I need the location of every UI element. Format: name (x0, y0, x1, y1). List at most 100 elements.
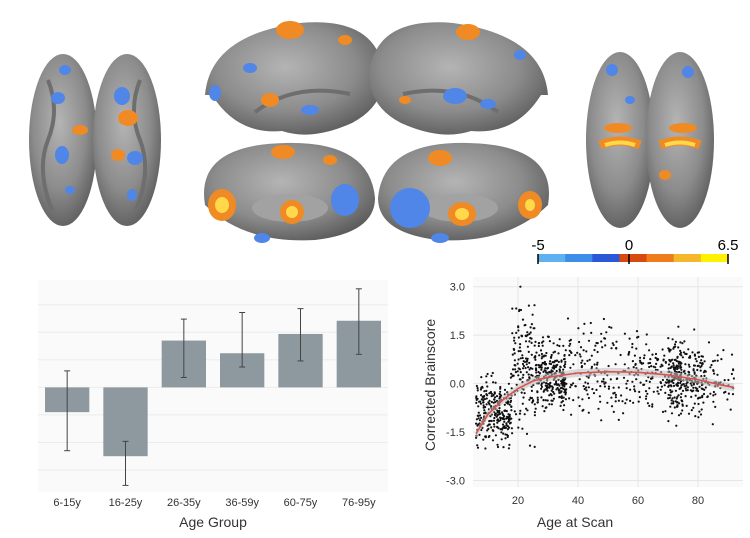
scatter-point (551, 386, 554, 389)
scatter-point (522, 364, 525, 368)
scatter-point (626, 379, 629, 382)
scatter-point (703, 360, 706, 363)
scatter-point (731, 393, 735, 396)
scatter-point (533, 403, 536, 406)
scatter-point (494, 381, 497, 384)
scatter-point (481, 395, 484, 398)
scatter-point (639, 381, 642, 384)
scatter-point (486, 429, 489, 432)
scatter-point (518, 412, 522, 415)
scatter-point (555, 359, 558, 362)
scatter-point (679, 412, 683, 415)
scatter-point (559, 366, 562, 369)
colorbar: -5 0 6.5 (531, 237, 738, 264)
scatter-point (693, 328, 696, 331)
scatter-point (680, 392, 683, 395)
scatter-point (521, 362, 525, 366)
scatter-point (727, 392, 730, 395)
scatter-point (502, 425, 505, 428)
scatter-point (610, 405, 614, 408)
scatter-point (496, 445, 500, 449)
scatter-point (560, 360, 563, 363)
scatter-point (694, 394, 697, 397)
scatter-point (711, 423, 714, 426)
scatter-point (521, 376, 524, 379)
scatter-point (639, 356, 642, 359)
scatter-point (703, 374, 706, 377)
scatter-point (487, 423, 490, 426)
scatter-point (669, 389, 672, 392)
scatter-point (558, 368, 561, 371)
scatter-point (522, 367, 525, 370)
brain-left-medial-view (204, 142, 375, 243)
scatter-point (620, 394, 623, 397)
scatter-point (692, 368, 695, 371)
scatter-point (632, 401, 635, 404)
scatter-point (570, 383, 573, 386)
scatter-point (526, 357, 529, 360)
scatter-point (716, 373, 719, 376)
scatter-point (475, 401, 478, 404)
scatter-point (675, 397, 678, 400)
scatter-point (669, 384, 672, 387)
scatter-point (644, 397, 648, 400)
scatter-point (633, 354, 636, 357)
scatter-point (628, 350, 631, 354)
scatter-point (694, 357, 697, 360)
scatter-point (519, 350, 522, 353)
scatter-point (587, 411, 590, 414)
scatter-point (536, 390, 539, 393)
scatter-point (712, 390, 715, 394)
brain-right-medial-view (378, 142, 549, 243)
scatter-point (507, 413, 510, 416)
scatter-point (551, 387, 554, 391)
scatter-point (673, 343, 677, 346)
scatter-point (656, 386, 659, 389)
scatter-point (533, 414, 536, 417)
scatter-point (480, 386, 483, 389)
scatter-point (564, 398, 567, 401)
scatter-point (522, 373, 525, 376)
scatter-point (562, 344, 565, 347)
scatter-point (673, 396, 676, 399)
scatter-point (700, 362, 703, 365)
scatter-plot-ytick-label: 3.0 (450, 282, 465, 294)
scatter-point (612, 386, 615, 389)
scatter-point (690, 409, 693, 412)
scatter-point (669, 405, 672, 408)
scatter-point (667, 420, 670, 423)
scatter-point (668, 358, 671, 362)
scatter-point (710, 363, 713, 367)
scatter-point (502, 432, 505, 435)
scatter-point (694, 386, 697, 389)
scatter-point (552, 390, 555, 394)
scatter-point (502, 414, 505, 417)
scatter-point (540, 396, 543, 399)
scatter-point (496, 443, 499, 446)
scatter-point (631, 346, 634, 349)
colorbar-swatch (673, 254, 702, 262)
scatter-point (494, 434, 497, 437)
bar-chart-xlabel: Age Group (179, 514, 247, 530)
scatter-point (548, 340, 551, 343)
scatter-point (479, 400, 482, 403)
scatter-point (672, 384, 676, 387)
scatter-point (649, 358, 652, 361)
scatter-plot-xtick-label: 60 (632, 495, 644, 507)
scatter-point (559, 404, 562, 407)
scatter-point (707, 341, 711, 344)
scatter-point (505, 422, 508, 425)
bar-chart-tick-label: 16-25y (109, 497, 143, 509)
scatter-point (523, 413, 526, 416)
scatter-point (684, 387, 687, 390)
scatter-point (564, 360, 567, 363)
scatter-point (484, 447, 487, 450)
scatter-point (480, 416, 483, 419)
scatter-point (612, 410, 615, 413)
scatter-point (675, 405, 678, 408)
scatter-point (514, 413, 518, 416)
scatter-point (699, 361, 702, 364)
scatter-point (552, 342, 555, 345)
scatter-point (530, 389, 533, 392)
scatter-point (607, 385, 611, 388)
